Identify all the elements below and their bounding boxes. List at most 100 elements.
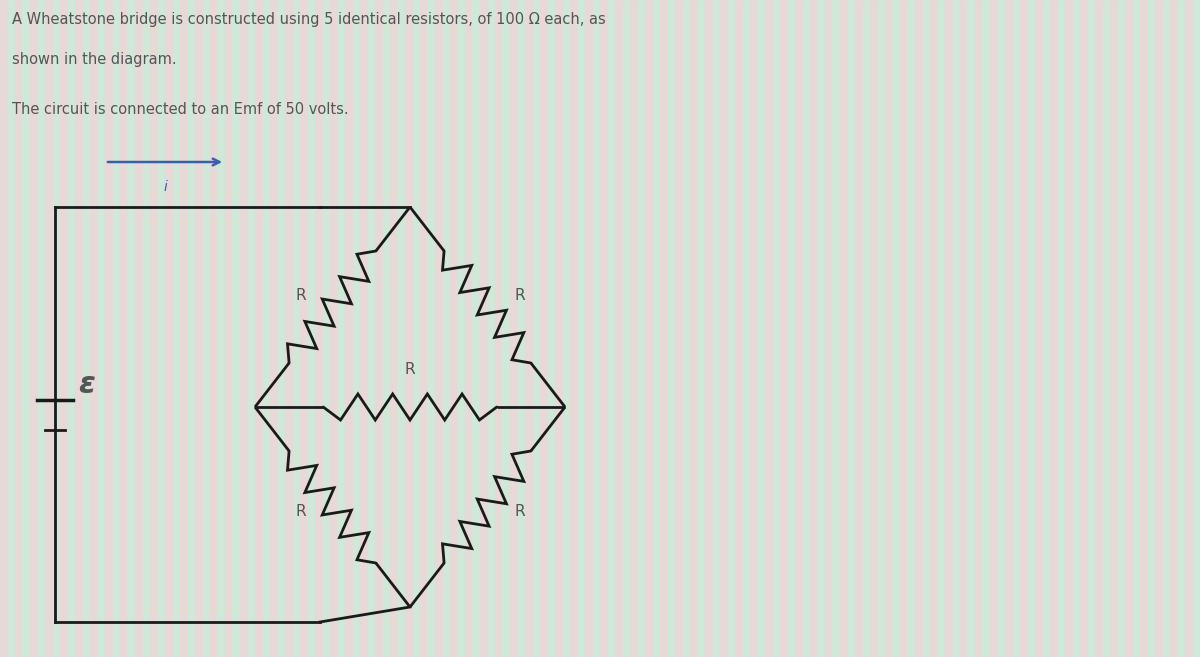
Bar: [487, 0, 496, 657]
Bar: [83, 0, 90, 657]
Bar: [533, 0, 540, 657]
Bar: [150, 0, 157, 657]
Bar: [1013, 0, 1020, 657]
Bar: [803, 0, 810, 657]
Bar: [480, 0, 487, 657]
Text: i: i: [163, 180, 167, 194]
Bar: [547, 0, 554, 657]
Bar: [893, 0, 900, 657]
Bar: [473, 0, 480, 657]
Bar: [1050, 0, 1057, 657]
Bar: [503, 0, 510, 657]
Bar: [450, 0, 457, 657]
Bar: [1133, 0, 1140, 657]
Bar: [794, 0, 803, 657]
Text: shown in the diagram.: shown in the diagram.: [12, 52, 176, 67]
Bar: [226, 0, 233, 657]
Bar: [277, 0, 286, 657]
Bar: [263, 0, 270, 657]
Bar: [616, 0, 623, 657]
Bar: [1096, 0, 1103, 657]
Bar: [847, 0, 854, 657]
Bar: [526, 0, 533, 657]
Bar: [240, 0, 247, 657]
Bar: [157, 0, 166, 657]
Bar: [464, 0, 473, 657]
Bar: [540, 0, 547, 657]
Bar: [383, 0, 390, 657]
Bar: [674, 0, 683, 657]
Bar: [0, 0, 7, 657]
Bar: [937, 0, 946, 657]
Bar: [990, 0, 997, 657]
Bar: [143, 0, 150, 657]
Bar: [1027, 0, 1034, 657]
Bar: [766, 0, 773, 657]
Bar: [397, 0, 404, 657]
Bar: [323, 0, 330, 657]
Bar: [1177, 0, 1186, 657]
Bar: [787, 0, 794, 657]
Bar: [930, 0, 937, 657]
Bar: [113, 0, 120, 657]
Bar: [517, 0, 526, 657]
Bar: [14, 0, 23, 657]
Bar: [1126, 0, 1133, 657]
Text: A Wheatstone bridge is constructed using 5 identical resistors, of 100 Ω each, a: A Wheatstone bridge is constructed using…: [12, 12, 606, 27]
Bar: [683, 0, 690, 657]
Bar: [854, 0, 863, 657]
Bar: [203, 0, 210, 657]
Bar: [586, 0, 593, 657]
Bar: [653, 0, 660, 657]
Bar: [660, 0, 667, 657]
Bar: [1087, 0, 1096, 657]
Bar: [1080, 0, 1087, 657]
Bar: [727, 0, 734, 657]
Bar: [1034, 0, 1043, 657]
Bar: [307, 0, 314, 657]
Bar: [457, 0, 464, 657]
Text: The circuit is connected to an Emf of 50 volts.: The circuit is connected to an Emf of 50…: [12, 102, 349, 117]
Bar: [833, 0, 840, 657]
Bar: [337, 0, 346, 657]
Bar: [697, 0, 706, 657]
Bar: [390, 0, 397, 657]
Bar: [46, 0, 53, 657]
Bar: [286, 0, 293, 657]
Bar: [1110, 0, 1117, 657]
Bar: [974, 0, 983, 657]
Bar: [434, 0, 443, 657]
Bar: [623, 0, 630, 657]
Bar: [1020, 0, 1027, 657]
Bar: [750, 0, 757, 657]
Bar: [960, 0, 967, 657]
Bar: [863, 0, 870, 657]
Bar: [330, 0, 337, 657]
Bar: [496, 0, 503, 657]
Bar: [1043, 0, 1050, 657]
Bar: [826, 0, 833, 657]
Bar: [187, 0, 194, 657]
Bar: [1140, 0, 1147, 657]
Bar: [810, 0, 817, 657]
Bar: [367, 0, 374, 657]
Bar: [233, 0, 240, 657]
Bar: [877, 0, 884, 657]
Bar: [60, 0, 67, 657]
Bar: [67, 0, 74, 657]
Bar: [106, 0, 113, 657]
Bar: [406, 0, 413, 657]
Bar: [983, 0, 990, 657]
Bar: [166, 0, 173, 657]
Bar: [554, 0, 563, 657]
Bar: [180, 0, 187, 657]
Text: R: R: [295, 288, 306, 302]
Bar: [967, 0, 974, 657]
Bar: [1186, 0, 1193, 657]
Bar: [1073, 0, 1080, 657]
Bar: [74, 0, 83, 657]
Bar: [646, 0, 653, 657]
Bar: [817, 0, 826, 657]
Bar: [254, 0, 263, 657]
Bar: [1154, 0, 1163, 657]
